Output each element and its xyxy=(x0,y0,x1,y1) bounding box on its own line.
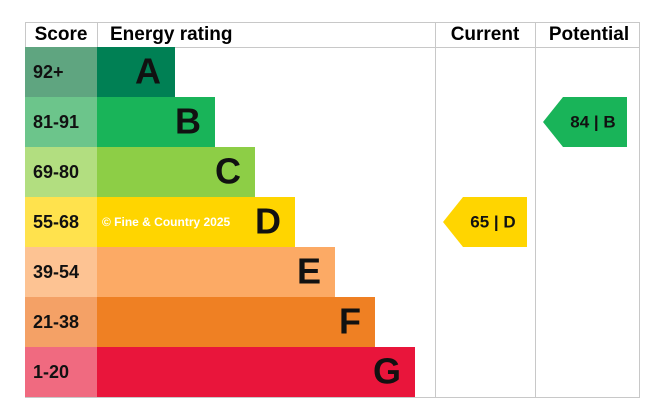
watermark: © Fine & Country 2025 xyxy=(102,215,231,229)
rating-bar xyxy=(97,347,415,397)
header-rating: Energy rating xyxy=(110,24,232,45)
rating-letter: F xyxy=(339,301,361,342)
rating-bar xyxy=(97,247,335,297)
rating-bar xyxy=(97,197,295,247)
score-cell xyxy=(25,47,97,97)
score-label: 21-38 xyxy=(33,312,79,332)
score-label: 81-91 xyxy=(33,112,79,132)
arrow-label: 65 | D xyxy=(470,212,515,231)
rating-letter: A xyxy=(135,51,161,92)
header-current: Current xyxy=(451,24,520,45)
score-label: 55-68 xyxy=(33,212,79,232)
score-cell xyxy=(25,197,97,247)
arrow-label: 84 | B xyxy=(570,112,615,131)
score-label: 69-80 xyxy=(33,162,79,182)
score-cell xyxy=(25,347,97,397)
rating-letter: E xyxy=(297,251,321,292)
rating-letter: D xyxy=(255,201,281,242)
rating-letter: B xyxy=(175,101,201,142)
score-label: 1-20 xyxy=(33,362,69,382)
rating-arrow xyxy=(543,97,627,147)
rating-arrow xyxy=(443,197,527,247)
score-cell xyxy=(25,147,97,197)
score-cell xyxy=(25,247,97,297)
score-label: 92+ xyxy=(33,62,64,82)
rating-bar xyxy=(97,147,255,197)
rating-bar xyxy=(97,47,175,97)
rating-letter: C xyxy=(215,151,241,192)
score-label: 39-54 xyxy=(33,262,79,282)
header-potential: Potential xyxy=(549,24,629,45)
rating-letter: G xyxy=(373,351,401,392)
score-cell xyxy=(25,297,97,347)
rating-bar xyxy=(97,97,215,147)
score-cell xyxy=(25,97,97,147)
header-score: Score xyxy=(35,24,88,45)
rating-bar xyxy=(97,297,375,347)
